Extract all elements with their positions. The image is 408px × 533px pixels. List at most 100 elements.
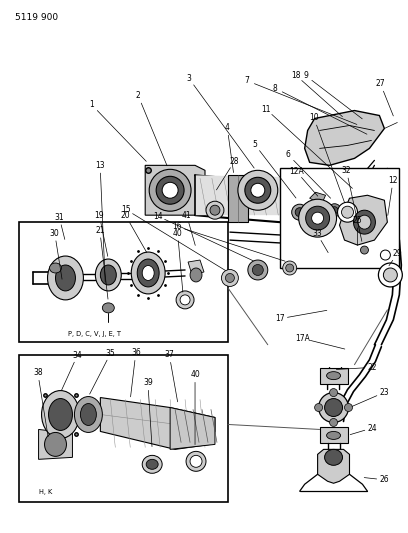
Bar: [319, 368, 348, 384]
Ellipse shape: [252, 264, 263, 276]
Ellipse shape: [251, 183, 265, 197]
Text: 22: 22: [368, 363, 377, 372]
Text: 19: 19: [95, 211, 104, 220]
Ellipse shape: [325, 399, 343, 416]
Text: P, D, C, V, J, E, T: P, D, C, V, J, E, T: [69, 331, 122, 337]
Text: 8: 8: [273, 84, 278, 93]
Ellipse shape: [48, 256, 83, 300]
Ellipse shape: [283, 261, 297, 275]
Text: 15: 15: [121, 205, 131, 214]
Ellipse shape: [326, 431, 341, 439]
Ellipse shape: [238, 171, 278, 210]
Text: 21: 21: [95, 225, 104, 235]
Text: 39: 39: [143, 378, 153, 387]
Ellipse shape: [162, 182, 178, 198]
Ellipse shape: [146, 459, 158, 470]
Ellipse shape: [344, 403, 353, 411]
Ellipse shape: [156, 176, 184, 204]
Ellipse shape: [226, 273, 235, 282]
Ellipse shape: [102, 303, 114, 313]
Ellipse shape: [186, 451, 206, 471]
Text: 11: 11: [262, 104, 271, 114]
Ellipse shape: [74, 397, 102, 432]
Ellipse shape: [360, 246, 368, 254]
Text: 2: 2: [136, 92, 141, 100]
Text: 13: 13: [95, 161, 105, 170]
Polygon shape: [188, 260, 204, 275]
Ellipse shape: [330, 418, 337, 426]
Ellipse shape: [210, 205, 220, 215]
Ellipse shape: [80, 403, 96, 425]
Text: 33: 33: [312, 229, 322, 238]
Text: 38: 38: [33, 368, 42, 377]
Ellipse shape: [299, 199, 337, 237]
Ellipse shape: [206, 201, 224, 219]
Ellipse shape: [331, 207, 338, 214]
Text: 23: 23: [379, 388, 389, 397]
Text: 17: 17: [275, 314, 285, 323]
Ellipse shape: [380, 250, 390, 260]
Ellipse shape: [44, 432, 67, 456]
Ellipse shape: [248, 260, 268, 280]
Text: 18: 18: [291, 71, 301, 80]
Text: 40: 40: [173, 229, 182, 238]
Text: 14: 14: [153, 212, 162, 221]
Ellipse shape: [292, 204, 308, 220]
Ellipse shape: [149, 169, 191, 211]
Text: 12: 12: [388, 176, 398, 185]
Text: 3: 3: [187, 74, 191, 83]
Ellipse shape: [49, 399, 73, 431]
Ellipse shape: [42, 391, 80, 439]
Polygon shape: [39, 430, 73, 459]
Ellipse shape: [326, 372, 341, 379]
Ellipse shape: [306, 206, 330, 230]
Polygon shape: [145, 165, 205, 215]
Ellipse shape: [100, 265, 116, 285]
Text: 34: 34: [73, 351, 82, 360]
Ellipse shape: [49, 263, 62, 273]
Ellipse shape: [312, 212, 324, 224]
Text: 9: 9: [303, 71, 308, 80]
Polygon shape: [228, 175, 248, 222]
Text: 12A: 12A: [289, 167, 304, 176]
Ellipse shape: [353, 210, 375, 234]
Text: 35: 35: [106, 349, 115, 358]
Text: 27: 27: [376, 79, 385, 88]
Bar: [280, 168, 399, 268]
Ellipse shape: [384, 268, 397, 282]
Text: 5119 900: 5119 900: [15, 13, 58, 22]
Polygon shape: [339, 192, 357, 208]
Text: 41: 41: [182, 211, 191, 220]
Text: 32: 32: [341, 166, 351, 175]
Text: 25: 25: [353, 216, 362, 224]
Text: 29: 29: [392, 249, 402, 259]
Ellipse shape: [295, 208, 304, 217]
Text: 37: 37: [164, 350, 174, 359]
Bar: [19, 222, 228, 342]
Ellipse shape: [245, 177, 271, 203]
Text: 30: 30: [50, 229, 60, 238]
Ellipse shape: [131, 252, 165, 294]
Ellipse shape: [328, 204, 341, 217]
Text: 28: 28: [230, 157, 239, 166]
Ellipse shape: [142, 455, 162, 473]
Text: 40: 40: [190, 370, 200, 379]
Ellipse shape: [337, 202, 357, 222]
Ellipse shape: [137, 259, 159, 287]
Ellipse shape: [325, 449, 343, 465]
Ellipse shape: [286, 264, 294, 272]
Ellipse shape: [176, 291, 194, 309]
Ellipse shape: [55, 265, 75, 291]
Text: 10: 10: [309, 114, 319, 122]
Polygon shape: [170, 408, 215, 449]
Text: 36: 36: [131, 348, 141, 357]
Polygon shape: [317, 449, 350, 483]
Text: H, K: H, K: [39, 489, 52, 495]
Text: 31: 31: [55, 213, 64, 222]
Ellipse shape: [190, 455, 202, 467]
Text: 1: 1: [89, 100, 94, 109]
Text: 26: 26: [379, 475, 389, 484]
Text: 7: 7: [245, 76, 250, 85]
Ellipse shape: [358, 215, 371, 229]
Text: 16: 16: [173, 222, 182, 231]
